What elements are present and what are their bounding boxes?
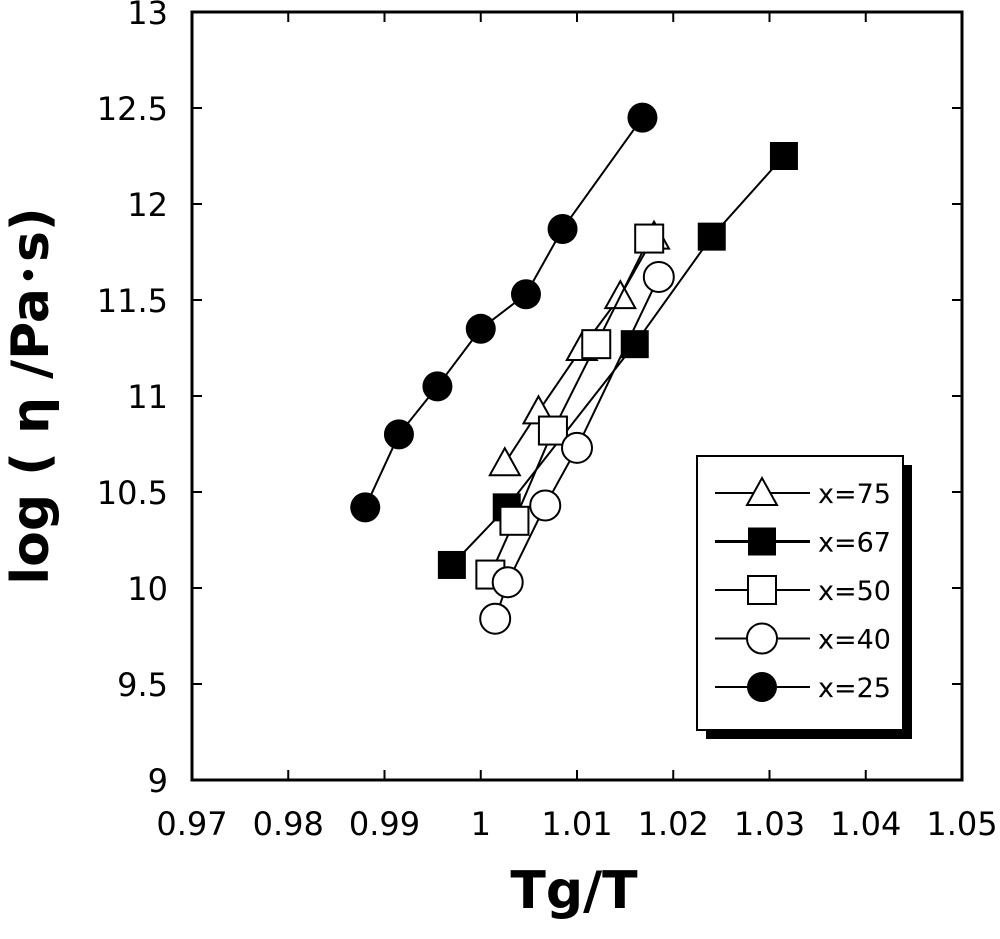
legend-item: x=40 — [715, 622, 891, 656]
legend-label: x=50 — [818, 576, 891, 607]
y-tick-label: 12.5 — [97, 90, 168, 128]
data-point — [488, 446, 522, 477]
legend-marker — [745, 475, 779, 506]
legend-marker — [748, 527, 776, 556]
data-point — [510, 279, 541, 310]
data-point — [581, 329, 612, 360]
series-x=50 — [475, 223, 665, 590]
data-point — [383, 419, 414, 450]
y-tick-label: 11.5 — [97, 282, 168, 320]
y-axis-title: log ( η /Pa･s) — [1, 207, 61, 584]
y-tick-label: 10 — [127, 570, 168, 608]
x-axis-title: Tg/T — [510, 861, 638, 921]
y-tick-label: 12 — [127, 186, 168, 224]
x-tick-label: 0.97 — [156, 805, 227, 843]
legend-item: x=67 — [715, 527, 891, 559]
legend-item: x=25 — [715, 672, 891, 704]
y-tick-label: 9.5 — [117, 666, 168, 704]
legend-box — [696, 455, 904, 731]
x-tick-label: 1.01 — [541, 805, 612, 843]
series-x=40 — [479, 260, 675, 635]
legend-marker — [746, 622, 778, 655]
data-point — [491, 566, 524, 599]
x-tick-label: 0.99 — [349, 805, 420, 843]
data-point — [697, 222, 726, 251]
y-tick-label: 13 — [127, 0, 168, 32]
data-point — [537, 415, 568, 446]
legend-item: x=75 — [715, 475, 891, 510]
y-tick-label: 11 — [127, 378, 168, 416]
x-tick-label: 1.02 — [638, 805, 709, 843]
legend-marker — [747, 672, 777, 702]
legend-label: x=67 — [818, 528, 891, 559]
data-point — [422, 371, 453, 402]
x-tick-label: 1.03 — [734, 805, 805, 843]
data-point — [529, 489, 562, 522]
data-point — [627, 102, 658, 133]
y-tick-label: 9 — [148, 762, 168, 800]
legend-label: x=75 — [818, 479, 891, 510]
data-point — [561, 431, 593, 464]
series-x=67 — [437, 142, 798, 579]
data-point — [350, 492, 381, 523]
series-x=25 — [350, 102, 658, 523]
data-point — [642, 260, 675, 293]
x-tick-label: 1.04 — [830, 805, 901, 843]
data-point — [465, 313, 496, 344]
legend-label: x=25 — [818, 673, 891, 704]
data-point — [479, 602, 512, 635]
x-tick-label: 1.05 — [926, 805, 997, 843]
data-point — [769, 142, 798, 170]
legend-item: x=50 — [715, 575, 891, 607]
y-tick-label: 10.5 — [97, 474, 168, 512]
legend: x=75 x=67 x=50 x=40 x=25 — [696, 455, 912, 739]
legend-marker — [747, 575, 777, 605]
data-point — [499, 505, 530, 536]
x-tick-label: 1 — [471, 805, 491, 843]
data-point — [547, 213, 578, 244]
series-layer — [350, 102, 798, 635]
axis-ticks: 0.97 0.98 0.99 1 1.01 1.02 1.03 1.04 1.05 9 9.5 10 1… — [97, 0, 998, 843]
data-point — [437, 550, 466, 579]
legend-label: x=40 — [818, 625, 891, 656]
x-tick-label: 0.98 — [253, 805, 324, 843]
data-point — [620, 330, 649, 359]
data-point — [634, 223, 665, 254]
